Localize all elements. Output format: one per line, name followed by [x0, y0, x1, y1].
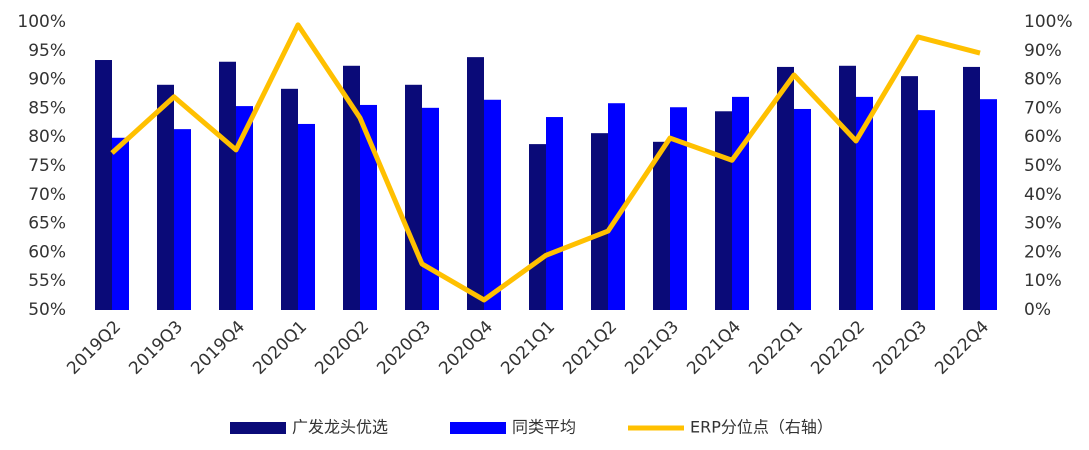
- x-tick-label: 2020Q1: [249, 317, 311, 379]
- y-tick-label: 55%: [28, 271, 66, 291]
- bar: [405, 84, 422, 310]
- x-tick-label: 2019Q3: [125, 317, 187, 379]
- bar: [298, 123, 315, 311]
- y-tick-label: 85%: [28, 98, 66, 118]
- bar: [343, 65, 360, 310]
- y2-tick-label: 10%: [1024, 271, 1062, 291]
- bar: [112, 137, 129, 310]
- bar: [918, 110, 935, 311]
- y-tick-label: 80%: [28, 127, 66, 147]
- bar: [174, 129, 191, 310]
- x-tick-label: 2020Q2: [311, 317, 373, 379]
- bar: [653, 141, 670, 310]
- bar: [901, 76, 918, 310]
- legend-label: ERP分位点（右轴）: [690, 418, 833, 437]
- y2-tick-label: 0%: [1024, 300, 1051, 320]
- bar: [219, 61, 236, 310]
- bar: [963, 66, 980, 310]
- y-tick-label: 95%: [28, 41, 66, 61]
- bar: [839, 65, 856, 310]
- y2-tick-label: 30%: [1024, 214, 1062, 234]
- bar: [715, 111, 732, 310]
- bar: [281, 88, 298, 310]
- bar: [794, 108, 811, 310]
- y2-tick-label: 50%: [1024, 156, 1062, 176]
- line: [110, 22, 981, 303]
- bar: [236, 106, 253, 310]
- y-tick-label: 50%: [28, 300, 66, 320]
- y-tick-label: 60%: [28, 242, 66, 262]
- y2-tick-label: 100%: [1024, 12, 1073, 32]
- y2-tick-label: 70%: [1024, 98, 1062, 118]
- bar: [95, 60, 112, 311]
- y2-tick-label: 60%: [1024, 127, 1062, 147]
- bar: [670, 107, 687, 310]
- x-tick-label: 2022Q1: [745, 317, 807, 379]
- bar: [546, 117, 563, 310]
- x-tick-label: 2022Q2: [807, 317, 869, 379]
- y2-tick-label: 40%: [1024, 185, 1062, 205]
- x-tick-label: 2020Q4: [435, 317, 497, 379]
- y-tick-label: 70%: [28, 185, 66, 205]
- bar: [422, 107, 439, 310]
- x-tick-label: 2021Q2: [559, 317, 621, 379]
- x-tick-label: 2021Q4: [683, 317, 745, 379]
- bar: [529, 144, 546, 310]
- x-tick-label: 2022Q3: [869, 317, 931, 379]
- bar: [484, 99, 501, 310]
- y2-tick-label: 80%: [1024, 70, 1062, 90]
- legend-swatch: [450, 422, 506, 434]
- bar: [608, 103, 625, 310]
- y2-tick-label: 90%: [1024, 41, 1062, 61]
- x-tick-label: 2021Q1: [497, 317, 559, 379]
- y-tick-label: 75%: [28, 156, 66, 176]
- y-tick-label: 100%: [17, 12, 66, 32]
- bar: [467, 57, 484, 310]
- x-tick-label: 2019Q2: [63, 317, 125, 379]
- y-tick-label: 90%: [28, 70, 66, 90]
- x-tick-label: 2022Q4: [931, 317, 993, 379]
- bar: [732, 96, 749, 310]
- bar: [360, 104, 377, 310]
- x-tick-label: 2021Q3: [621, 317, 683, 379]
- legend-label: 广发龙头优选: [292, 418, 388, 437]
- legend-swatch: [230, 422, 286, 434]
- bar: [157, 84, 174, 310]
- x-tick-label: 2019Q4: [187, 317, 249, 379]
- bar: [980, 99, 997, 311]
- y2-tick-label: 20%: [1024, 242, 1062, 262]
- bar: [591, 133, 608, 310]
- y-tick-label: 65%: [28, 214, 66, 234]
- bar: [856, 96, 873, 310]
- x-tick-label: 2020Q3: [373, 317, 435, 379]
- bar: [777, 66, 794, 310]
- legend-label: 同类平均: [512, 418, 576, 437]
